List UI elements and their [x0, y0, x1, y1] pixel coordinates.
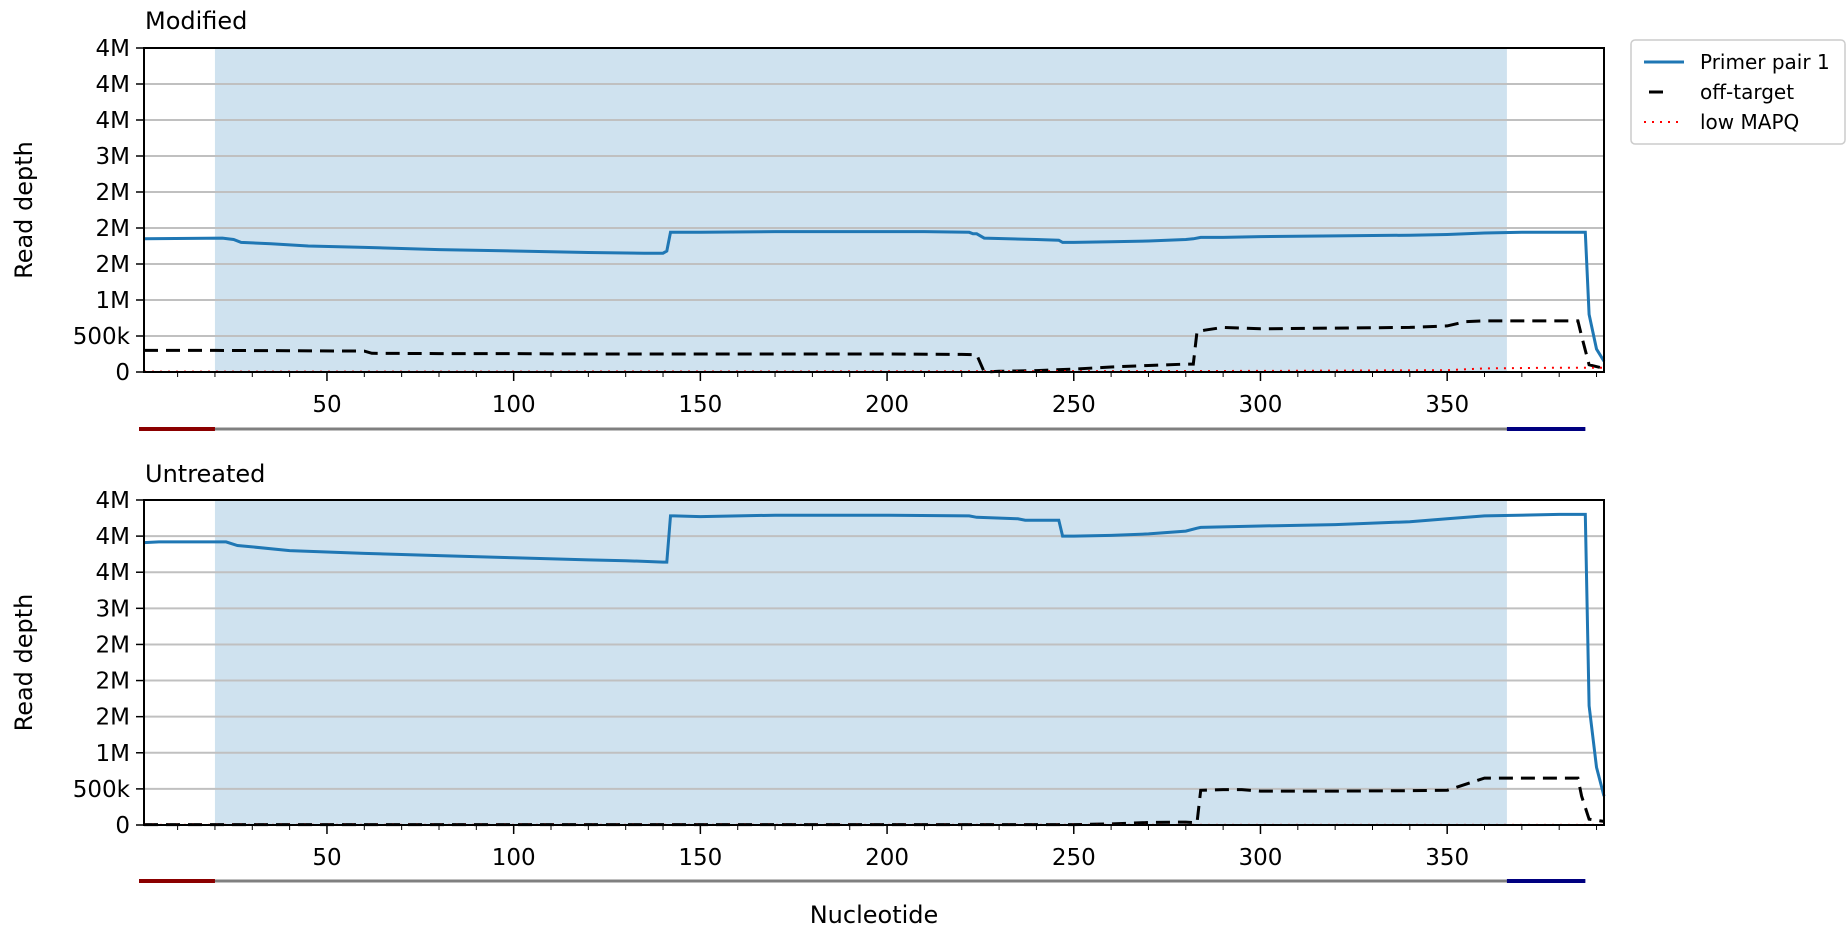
x-axis-label: Nucleotide — [810, 901, 939, 929]
series-primer-pair-line — [143, 512, 1606, 797]
y-tick-label: 4M — [96, 36, 130, 62]
x-tick-label: 300 — [1239, 392, 1283, 418]
y-tick-label: 2M — [96, 180, 130, 206]
y-tick-label: 2M — [96, 705, 130, 731]
legend-label: Primer pair 1 — [1700, 50, 1830, 74]
y-tick-label: 0 — [115, 360, 130, 386]
x-tick-label: 350 — [1425, 845, 1469, 871]
legend-label: off-target — [1700, 80, 1794, 104]
y-tick-label: 500k — [73, 777, 131, 803]
x-tick-label: 50 — [312, 845, 341, 871]
x-tick-label: 150 — [678, 845, 722, 871]
x-tick-label: 150 — [678, 392, 722, 418]
y-tick-label: 2M — [96, 632, 130, 658]
y-axis-label: Read depth — [10, 594, 38, 732]
x-tick-label: 200 — [865, 392, 909, 418]
y-axis-label: Read depth — [10, 141, 38, 279]
x-tick-label: 100 — [492, 845, 536, 871]
y-tick-label: 4M — [96, 524, 130, 550]
legend: Primer pair 1 off-target low MAPQ — [1630, 39, 1846, 145]
x-tick-label: 100 — [492, 392, 536, 418]
y-tick-label: 0 — [115, 813, 130, 839]
series-off-target-line — [144, 319, 1605, 374]
panel-0: 0 500k 1M 2M 2M 2M 3M 4M 4M 4M 50 100 150 200 250 300 35… — [10, 7, 1606, 431]
plot-frame — [143, 499, 1605, 826]
y-tick-label: 2M — [96, 252, 130, 278]
y-tick-label: 1M — [96, 288, 130, 314]
x-tick-label: 300 — [1239, 845, 1283, 871]
y-tick-label: 4M — [96, 488, 130, 514]
y-tick-label: 3M — [96, 144, 130, 170]
y-tick-label: 2M — [96, 669, 130, 695]
series-primer-pair-line — [143, 230, 1606, 362]
plot-frame — [143, 47, 1605, 373]
legend-box — [1630, 39, 1846, 145]
legend-label: low MAPQ — [1700, 110, 1799, 134]
x-tick-label: 250 — [1052, 845, 1096, 871]
y-tick-label: 4M — [96, 108, 130, 134]
y-tick-label: 500k — [73, 324, 131, 350]
shaded-region — [214, 500, 1507, 825]
x-tick-label: 200 — [865, 845, 909, 871]
y-tick-label: 2M — [96, 216, 130, 242]
shaded-region — [214, 48, 1507, 372]
panel-title: Untreated — [145, 460, 265, 488]
y-tick-label: 1M — [96, 741, 130, 767]
panel-title: Modified — [145, 7, 247, 35]
x-tick-label: 350 — [1425, 392, 1469, 418]
y-tick-label: 3M — [96, 596, 130, 622]
y-tick-label: 4M — [96, 72, 130, 98]
x-tick-label: 250 — [1052, 392, 1096, 418]
x-tick-label: 50 — [312, 392, 341, 418]
y-tick-label: 4M — [96, 560, 130, 586]
panel-1: 0 500k 1M 2M 2M 2M 3M 4M 4M 4M 50 100 150 200 250 300 35… — [10, 460, 1606, 883]
